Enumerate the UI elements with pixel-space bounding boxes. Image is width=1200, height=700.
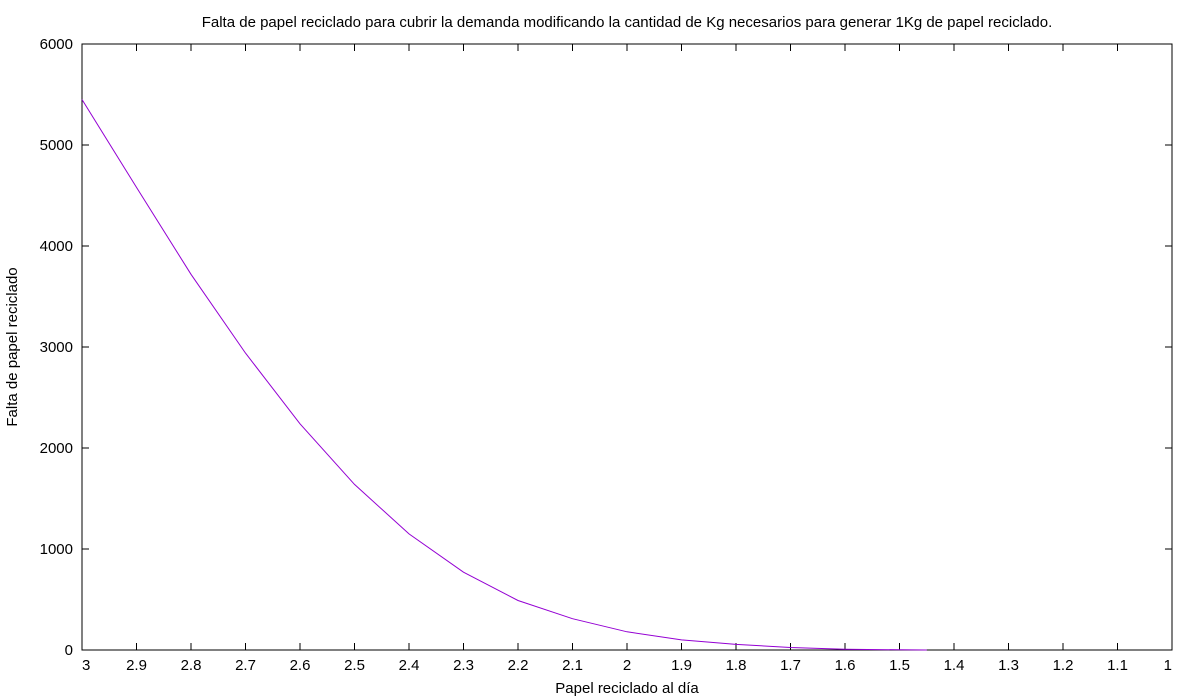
y-tick-label: 6000 (40, 36, 73, 53)
x-tick-label: 2.7 (235, 657, 256, 674)
y-tick-label: 2000 (40, 440, 73, 457)
x-axis: 3 2.9 2.8 2.7 2.6 2.5 2.4 2.3 2.2 2.1 2 1.9 1.8 1.7 1.… (81, 44, 1173, 674)
y-tick-label: 5000 (40, 137, 73, 154)
x-tick-label: 1.7 (780, 657, 801, 674)
y-tick-label: 1000 (40, 541, 73, 558)
x-tick-label: 1.9 (671, 657, 692, 674)
x-tick-label: 2.3 (453, 657, 474, 674)
x-axis-label: Papel reciclado al día (555, 680, 699, 697)
x-tick-label: 2 (623, 657, 631, 674)
x-tick-label: 1 (1164, 657, 1172, 674)
x-tick-label: 2.4 (399, 657, 420, 674)
x-tick-label: 1.8 (726, 657, 747, 674)
x-tick-label: 1.4 (944, 657, 965, 674)
y-axis: 0 1000 2000 3000 4000 5000 6000 (40, 36, 1172, 659)
x-tick-label: 2.5 (344, 657, 365, 674)
x-tick-label: 3 (82, 657, 90, 674)
x-tick-label: 1.2 (1053, 657, 1074, 674)
y-tick-label: 0 (65, 642, 73, 659)
x-tick-label: 1.6 (835, 657, 856, 674)
x-tick-label: 2.1 (562, 657, 583, 674)
x-tick-label: 2.6 (290, 657, 311, 674)
x-tick-label: 2.9 (126, 657, 147, 674)
x-tick-label: 1.5 (889, 657, 910, 674)
x-tick-label: 1.1 (1107, 657, 1128, 674)
y-axis-label: Falta de papel reciclado (4, 267, 21, 426)
x-tick-label: 2.2 (508, 657, 529, 674)
x-tick-label: 2.8 (181, 657, 202, 674)
plot-frame (81, 43, 1173, 651)
chart-title: Falta de papel reciclado para cubrir la … (202, 14, 1053, 31)
y-tick-label: 4000 (40, 238, 73, 255)
series-group (81, 99, 927, 651)
y-tick-label: 3000 (40, 339, 73, 356)
series-line (81, 99, 927, 651)
x-tick-label: 1.3 (998, 657, 1019, 674)
